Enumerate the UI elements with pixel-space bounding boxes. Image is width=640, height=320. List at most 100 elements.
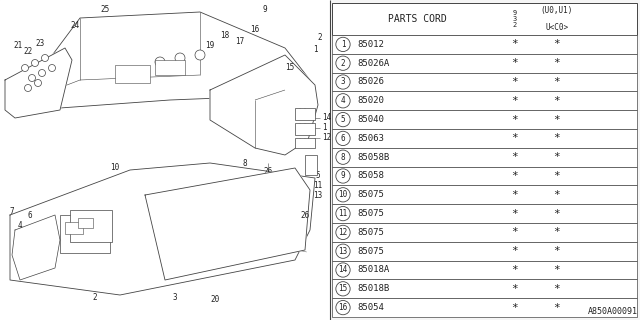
Circle shape	[336, 94, 350, 108]
Text: 16: 16	[250, 26, 260, 35]
Bar	[332, 204, 637, 223]
Text: 85018B: 85018B	[357, 284, 389, 293]
Text: 85058B: 85058B	[357, 153, 389, 162]
Bar	[70, 210, 112, 242]
Text: *: *	[511, 152, 518, 162]
Bar	[332, 3, 637, 317]
Circle shape	[336, 263, 350, 277]
Text: 18: 18	[220, 30, 230, 39]
Circle shape	[22, 65, 29, 71]
Text: 85026: 85026	[357, 77, 384, 86]
Text: 22: 22	[24, 47, 33, 57]
Text: 9
3
2: 9 3 2	[513, 10, 516, 28]
Bar	[60, 215, 110, 253]
Circle shape	[195, 50, 205, 60]
Bar	[155, 60, 185, 75]
Text: 6: 6	[340, 134, 346, 143]
Text: 85026A: 85026A	[357, 59, 389, 68]
Text: *: *	[511, 190, 518, 200]
Text: 11: 11	[314, 180, 323, 189]
Text: PARTS CORD: PARTS CORD	[388, 14, 446, 24]
Text: 1: 1	[313, 45, 317, 54]
Text: 1: 1	[322, 124, 326, 132]
Text: 14: 14	[322, 114, 332, 123]
Text: *: *	[554, 171, 561, 181]
Text: 14: 14	[339, 266, 348, 275]
Bar	[332, 279, 637, 298]
Circle shape	[336, 131, 350, 146]
Text: 13: 13	[314, 190, 323, 199]
Text: 5: 5	[316, 171, 320, 180]
Text: 5: 5	[340, 115, 346, 124]
Text: 3: 3	[173, 293, 177, 302]
Text: 6: 6	[28, 211, 32, 220]
Bar	[295, 123, 315, 135]
Text: 85075: 85075	[357, 209, 384, 218]
Text: *: *	[511, 77, 518, 87]
Bar	[332, 3, 637, 35]
Text: 11: 11	[339, 209, 348, 218]
Bar	[332, 148, 637, 167]
Text: 13: 13	[339, 247, 348, 256]
Text: *: *	[511, 115, 518, 124]
Text: *: *	[554, 58, 561, 68]
Bar	[332, 54, 637, 73]
Bar	[295, 108, 315, 120]
Text: 85075: 85075	[357, 247, 384, 256]
Polygon shape	[210, 55, 318, 155]
Circle shape	[336, 282, 350, 296]
Text: 9: 9	[340, 172, 346, 180]
Circle shape	[175, 53, 185, 63]
Circle shape	[336, 169, 350, 183]
Bar	[0, 0, 330, 320]
Circle shape	[336, 150, 350, 164]
Text: 4: 4	[340, 96, 346, 105]
Bar	[332, 260, 637, 279]
Circle shape	[49, 65, 56, 71]
Text: 85020: 85020	[357, 96, 384, 105]
Text: 2: 2	[93, 292, 97, 301]
Text: 85012: 85012	[357, 40, 384, 49]
Circle shape	[35, 79, 42, 86]
Bar	[332, 92, 637, 110]
Text: 24: 24	[70, 20, 79, 29]
Text: *: *	[511, 303, 518, 313]
Bar	[305, 155, 317, 175]
Text: 23: 23	[35, 39, 45, 49]
Text: 17: 17	[236, 37, 244, 46]
Text: A850A00091: A850A00091	[588, 307, 638, 316]
Bar	[332, 298, 637, 317]
Text: 26: 26	[264, 167, 273, 177]
Bar	[332, 185, 637, 204]
Circle shape	[336, 206, 350, 221]
Text: 1: 1	[340, 40, 346, 49]
Text: 19: 19	[205, 41, 214, 50]
Text: 16: 16	[339, 303, 348, 312]
Text: 8: 8	[243, 158, 247, 167]
Bar	[78, 218, 93, 228]
Text: 12: 12	[339, 228, 348, 237]
Text: 3: 3	[340, 77, 346, 86]
Circle shape	[336, 112, 350, 127]
Text: *: *	[554, 246, 561, 256]
Text: *: *	[554, 303, 561, 313]
Bar	[332, 242, 637, 260]
Polygon shape	[15, 12, 315, 108]
Text: 15: 15	[339, 284, 348, 293]
Text: *: *	[511, 228, 518, 237]
Text: *: *	[554, 265, 561, 275]
Text: *: *	[554, 115, 561, 124]
Circle shape	[336, 37, 350, 52]
Circle shape	[336, 244, 350, 258]
Text: 25: 25	[100, 5, 109, 14]
Text: *: *	[511, 246, 518, 256]
Text: (U0,U1): (U0,U1)	[541, 6, 573, 15]
Text: 9: 9	[262, 5, 268, 14]
Polygon shape	[5, 48, 72, 118]
Circle shape	[336, 225, 350, 240]
Text: *: *	[554, 77, 561, 87]
Text: 26: 26	[300, 211, 310, 220]
Text: *: *	[554, 152, 561, 162]
Circle shape	[31, 60, 38, 67]
Text: 85054: 85054	[357, 303, 384, 312]
